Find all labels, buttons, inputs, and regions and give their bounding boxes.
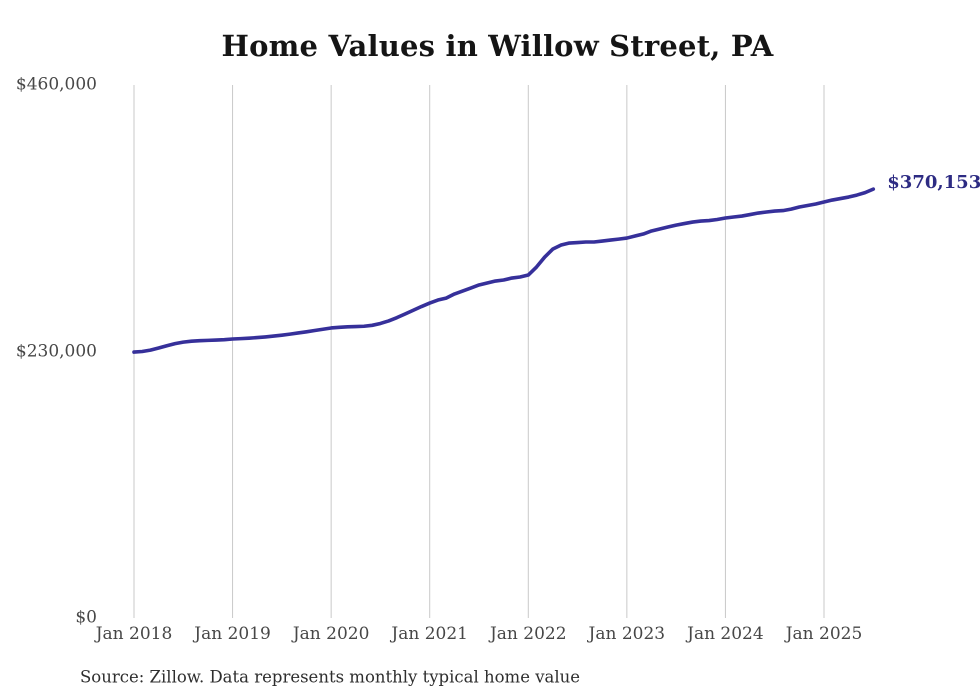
year-gridlines	[133, 85, 825, 618]
source-note: Source: Zillow. Data represents monthly …	[80, 667, 581, 687]
x-tick-label: Jan 2025	[785, 624, 863, 644]
x-tick-label: Jan 2021	[391, 624, 468, 644]
y-tick-label: $230,000	[15, 341, 97, 362]
x-tick-label: Jan 2018	[95, 624, 173, 644]
chart-title: Home Values in Willow Street, PA	[221, 29, 774, 63]
latest-value-label: $370,153	[887, 172, 980, 194]
x-tick-label: Jan 2020	[292, 624, 370, 644]
y-tick-label: $460,000	[15, 74, 97, 95]
x-tick-label: Jan 2022	[489, 624, 567, 644]
y-tick-label: $0	[75, 607, 97, 628]
x-tick-label: Jan 2019	[194, 624, 271, 644]
x-tick-label: Jan 2023	[588, 624, 666, 644]
home-value-line	[132, 187, 876, 354]
x-tick-label: Jan 2024	[687, 624, 764, 644]
